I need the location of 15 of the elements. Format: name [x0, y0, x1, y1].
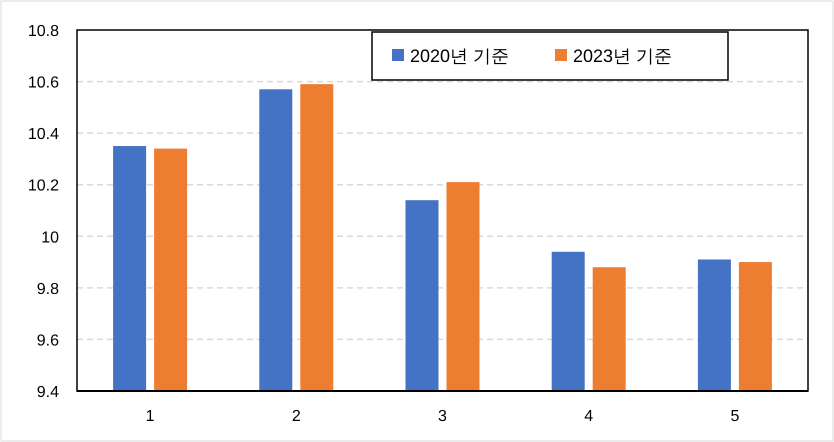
x-tick-label: 5	[730, 408, 740, 425]
x-tick-label: 4	[584, 408, 594, 425]
y-tick-label: 10.6	[28, 74, 60, 92]
y-tick-label: 9.4	[36, 384, 60, 401]
y-tick-label: 9.8	[36, 280, 60, 298]
x-tick-label: 3	[438, 408, 448, 425]
legend-label: 2020년 기준	[410, 46, 510, 66]
y-tick-label: 10	[41, 229, 60, 246]
y-tick-label: 9.6	[36, 332, 60, 350]
legend-label: 2023년 기준	[573, 46, 672, 66]
x-tick-label: 2	[292, 408, 301, 425]
y-tick-label: 10.2	[28, 178, 60, 195]
y-tick-label: 10.8	[28, 23, 60, 40]
x-tick-label: 1	[146, 408, 155, 425]
y-tick-label: 10.4	[28, 126, 60, 144]
